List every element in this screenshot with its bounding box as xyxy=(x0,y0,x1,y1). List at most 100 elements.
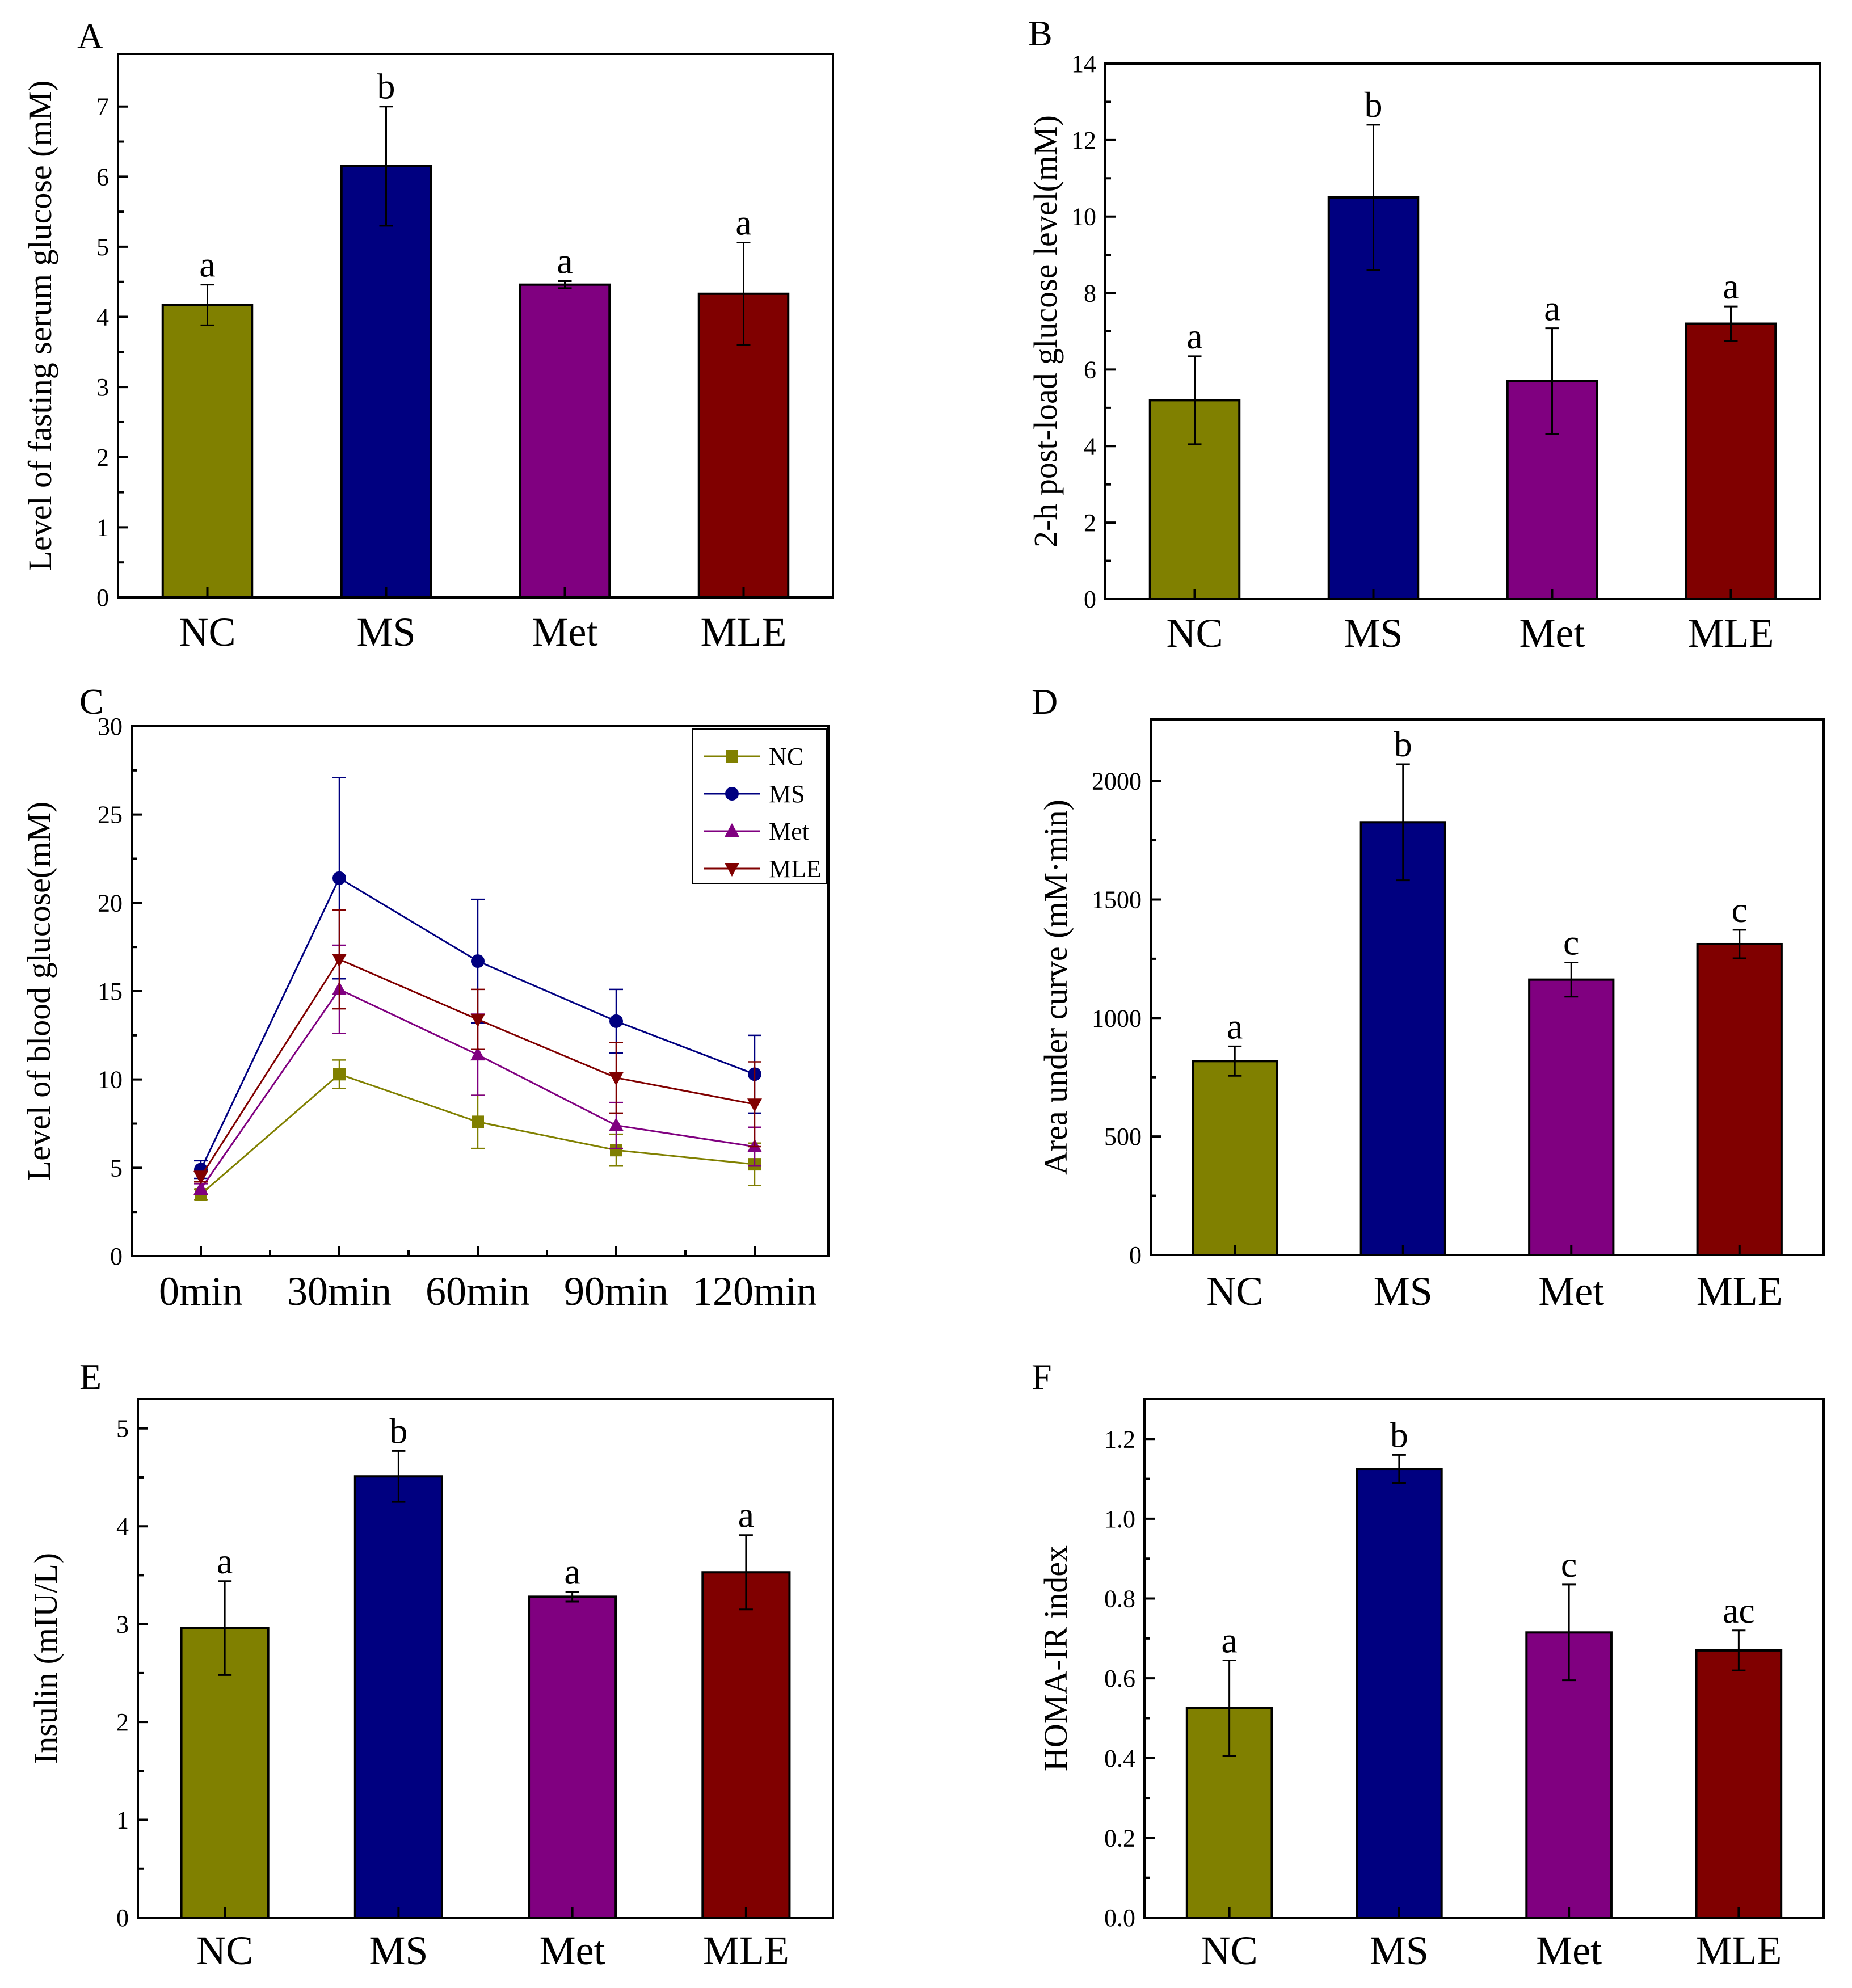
legend-label: Met xyxy=(769,818,809,845)
significance-label: a xyxy=(1544,288,1560,328)
panel-E: 0 1 2 3 4 5E Insulin (mIU/L) a NC b MS a Met a MLE xyxy=(27,1357,834,1973)
x-category-label: Met xyxy=(1538,1269,1604,1314)
marker-circle xyxy=(725,787,739,801)
x-category-label: 90min xyxy=(564,1269,668,1314)
legend-label: MLE xyxy=(769,855,822,883)
panel-F: 0.0 0.2 0.4 0.6 0.8 1.0 1.2 F HOMA-IR index a NC b M… xyxy=(1032,1357,1825,1973)
y-tick-label: 20 xyxy=(98,889,123,917)
legend-label: MS xyxy=(769,780,805,808)
panel-letter: A xyxy=(77,16,103,56)
marker-triangle-down xyxy=(193,1170,208,1185)
y-axis-title: Insulin (mIU/L) xyxy=(27,1553,64,1764)
x-category-label: Met xyxy=(540,1928,605,1973)
significance-label: b xyxy=(377,66,395,107)
x-category-label: MLE xyxy=(1688,610,1774,656)
panel-letter: C xyxy=(79,681,104,722)
significance-label: a xyxy=(1227,1006,1243,1046)
significance-label: b xyxy=(1365,85,1383,125)
y-axis-title: HOMA-IR index xyxy=(1037,1545,1074,1771)
bar-met xyxy=(519,283,611,599)
y-tick-label: 5 xyxy=(116,1415,129,1443)
y-tick-label: 0 xyxy=(1129,1241,1142,1269)
marker-circle xyxy=(609,1014,623,1028)
panel-letter: E xyxy=(79,1357,102,1397)
plot-frame xyxy=(117,53,834,599)
y-tick-label: 5 xyxy=(96,233,109,261)
bar-met xyxy=(528,1595,617,1919)
y-tick-label: 1 xyxy=(116,1806,129,1834)
y-tick-label: 5 xyxy=(110,1154,123,1182)
bar-nc xyxy=(180,1627,270,1919)
bar-mle xyxy=(1695,1649,1783,1919)
y-tick-label: 10 xyxy=(98,1066,123,1094)
significance-label: ac xyxy=(1723,1590,1755,1631)
x-category-label: MS xyxy=(1370,1928,1429,1973)
panel-C: 0 5 10 15 20 25 30C Level of blood glucose(mM) 0… xyxy=(20,681,830,1314)
significance-label: a xyxy=(1723,266,1739,306)
bar-ms xyxy=(353,1475,443,1919)
bar-ms xyxy=(340,165,432,599)
x-category-label: NC xyxy=(196,1928,253,1973)
y-axis-title: Level of fasting serum glucose (mM) xyxy=(22,81,58,571)
bar-nc xyxy=(1192,1060,1278,1257)
y-tick-label: 0.4 xyxy=(1104,1745,1135,1772)
y-tick-label: 2000 xyxy=(1092,768,1142,795)
significance-label: a xyxy=(217,1541,233,1581)
y-tick-label: 25 xyxy=(98,801,123,829)
series-mle xyxy=(193,909,762,1185)
y-tick-label: 7 xyxy=(96,93,109,121)
y-tick-label: 0.2 xyxy=(1104,1824,1135,1852)
y-axis-title: 2-h post-load glucose level(mM) xyxy=(1027,115,1064,547)
significance-label: a xyxy=(1221,1620,1237,1661)
marker-square xyxy=(726,750,738,763)
marker-triangle-up xyxy=(725,823,739,837)
legend: NC MS Met MLE xyxy=(692,728,827,884)
panel-letter: B xyxy=(1028,13,1053,53)
significance-label: c xyxy=(1563,923,1579,963)
y-tick-label: 1 xyxy=(96,513,109,541)
x-category-label: MS xyxy=(1374,1269,1433,1314)
bar-ms xyxy=(1356,1468,1443,1919)
x-category-label: MS xyxy=(369,1928,428,1973)
y-tick-label: 4 xyxy=(1084,432,1096,460)
y-tick-label: 0.8 xyxy=(1104,1585,1135,1613)
x-category-label: MS xyxy=(1344,610,1403,656)
panel-letter: F xyxy=(1032,1357,1052,1397)
marker-triangle-down xyxy=(747,1098,762,1113)
y-tick-label: 3 xyxy=(96,373,109,401)
y-tick-label: 6 xyxy=(96,163,109,191)
significance-label: a xyxy=(735,203,751,243)
x-category-label: 0min xyxy=(159,1269,243,1314)
y-tick-label: 0 xyxy=(116,1904,129,1932)
y-axis-title: Area under curve (mM·min) xyxy=(1037,799,1074,1175)
bar-ms xyxy=(1359,821,1446,1256)
x-category-label: MLE xyxy=(703,1928,789,1973)
y-tick-label: 4 xyxy=(116,1513,129,1540)
y-tick-label: 0.0 xyxy=(1104,1904,1135,1932)
y-tick-label: 0.6 xyxy=(1104,1665,1135,1692)
y-tick-label: 0 xyxy=(96,584,109,612)
x-category-label: NC xyxy=(1206,1269,1263,1314)
significance-label: b xyxy=(1394,724,1412,764)
y-tick-label: 6 xyxy=(1084,356,1096,384)
marker-square xyxy=(610,1144,622,1157)
panel-A: 0 1 2 3 4 5 6 7 A Level of fasting serum glucose … xyxy=(22,16,834,655)
marker-circle xyxy=(332,871,346,885)
bar-nc xyxy=(161,304,254,599)
x-category-label: MLE xyxy=(701,609,787,655)
panel-D: 0 500 1000 1500 2000 D Area under curve (mM·mi… xyxy=(1032,681,1825,1314)
significance-label: a xyxy=(557,241,573,281)
y-tick-label: 8 xyxy=(1084,280,1096,308)
marker-triangle-down xyxy=(609,1072,624,1086)
x-category-label: 60min xyxy=(426,1269,530,1314)
y-tick-label: 14 xyxy=(1071,50,1096,78)
x-category-label: MLE xyxy=(1695,1928,1782,1973)
y-tick-label: 500 xyxy=(1104,1123,1142,1151)
bar-mle xyxy=(1685,322,1777,600)
y-tick-label: 0 xyxy=(110,1242,123,1270)
marker-triangle-down xyxy=(470,1013,485,1027)
significance-label: a xyxy=(1186,316,1202,356)
x-category-label: NC xyxy=(179,609,235,655)
y-tick-label: 1000 xyxy=(1092,1004,1142,1032)
significance-label: b xyxy=(1390,1414,1408,1455)
